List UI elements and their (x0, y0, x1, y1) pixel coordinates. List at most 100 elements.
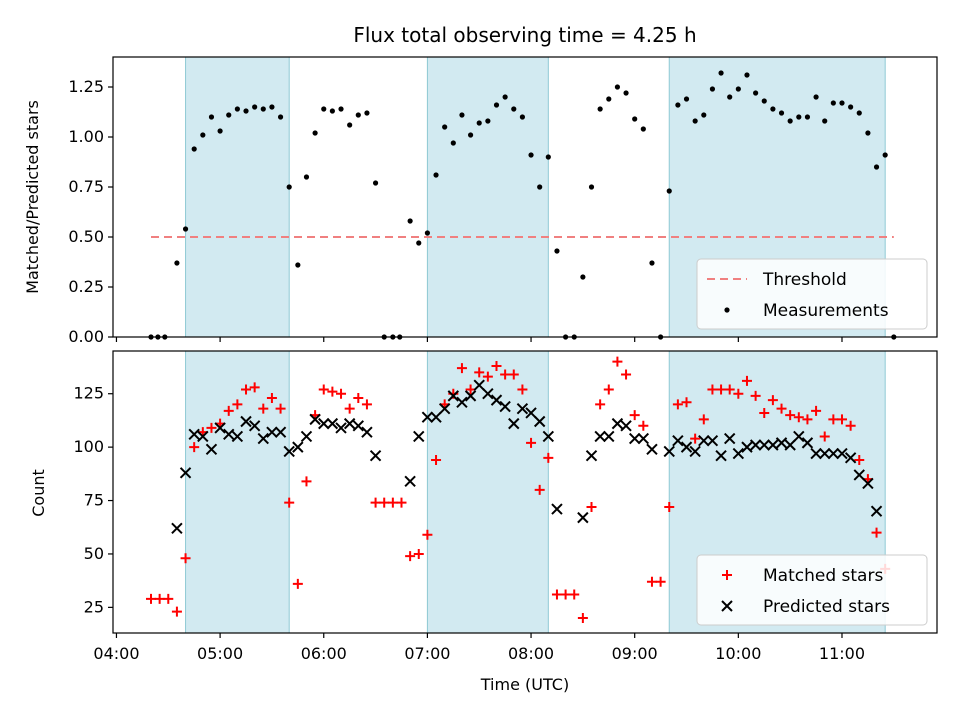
matched-star-point (526, 437, 537, 448)
predicted-star-point (672, 435, 684, 447)
measurement-point (580, 274, 586, 280)
matched-star-point (672, 399, 683, 410)
matched-star-point (569, 589, 580, 600)
x-tick-label: 11:00 (819, 644, 865, 663)
measurement-point (407, 218, 413, 224)
predicted-star-point (369, 449, 382, 462)
measurement-point (303, 174, 310, 180)
predicted-star-point (197, 430, 209, 443)
x-axis-label: Time (UTC) (480, 675, 569, 694)
measurement-point (312, 130, 318, 136)
predicted-star-point (723, 432, 736, 445)
shaded-interval-0 (185, 56, 290, 338)
predicted-star-point (318, 417, 330, 430)
matched-star-point (836, 414, 847, 425)
matched-star-point (681, 397, 692, 408)
matched-star-point (353, 393, 364, 403)
measurement-point (355, 112, 361, 118)
measurement-point (191, 146, 197, 152)
matched-star-point (361, 399, 372, 410)
measurement-point (735, 86, 741, 92)
measurement-point (338, 106, 344, 112)
predicted-star-point (508, 417, 520, 430)
predicted-star-point (844, 452, 857, 464)
matched-star-point (405, 551, 416, 562)
matched-star-point (413, 548, 424, 559)
matched-star-point (707, 384, 718, 395)
predicted-star-point (585, 449, 598, 462)
predicted-star-point (749, 439, 762, 451)
predicted-star-point (438, 402, 451, 415)
measurement-point (554, 248, 560, 254)
matched-star-point (482, 371, 493, 382)
matched-star-point (232, 399, 243, 410)
measurement-point (450, 140, 456, 146)
measurement-point (675, 102, 681, 108)
matched-star-point (638, 420, 649, 431)
matched-star-point (716, 384, 727, 395)
y-tick-label: 125 (73, 384, 104, 403)
predicted-star-point (870, 505, 883, 517)
matched-star-point (612, 356, 623, 367)
predicted-star-point (801, 437, 814, 449)
matched-star-point (595, 399, 606, 410)
predicted-star-point (784, 439, 796, 451)
matched-star-point (845, 420, 856, 431)
predicted-star-point (663, 445, 675, 458)
matched-star-point (629, 410, 640, 421)
measurement-point (226, 112, 232, 118)
legend-label: Threshold (762, 270, 847, 290)
matched-star-point (560, 589, 571, 600)
predicted-star-point (775, 437, 788, 449)
y-tick-label: 25 (84, 597, 104, 616)
predicted-star-point (637, 432, 650, 445)
measurement-point (476, 120, 482, 126)
measurement-point (822, 118, 828, 124)
matched-star-point (603, 384, 614, 395)
measurement-point (796, 114, 802, 120)
matched-star-point (655, 576, 666, 587)
measurement-point (467, 132, 474, 138)
measurement-point (727, 94, 733, 100)
predicted-star-point (188, 428, 200, 441)
matched-star-point (767, 395, 778, 406)
predicted-star-point (171, 522, 183, 535)
predicted-star-point (680, 441, 693, 453)
matched-star-point (431, 454, 442, 465)
measurement-point (597, 106, 603, 112)
matched-star-point (163, 593, 174, 604)
predicted-star-point (205, 443, 218, 455)
matched-star-point (189, 442, 200, 453)
measurement-point (614, 84, 621, 90)
measurement-point (588, 184, 595, 190)
shaded-interval-0 (185, 350, 290, 634)
predicted-star-point (274, 426, 287, 438)
measurement-point (485, 118, 491, 124)
predicted-star-point (758, 439, 770, 451)
matched-star-point (422, 529, 433, 540)
legend-label: Predicted stars (763, 597, 890, 617)
measurement-point (666, 188, 672, 194)
matched-star-point (741, 375, 752, 386)
y-axis-label: Matched/Predicted stars (23, 100, 42, 294)
predicted-star-point (577, 511, 589, 524)
matched-star-point (698, 414, 709, 425)
predicted-star-point (542, 430, 555, 443)
predicted-star-point (603, 430, 615, 443)
predicted-star-point (240, 415, 252, 428)
predicted-star-point (292, 441, 304, 453)
measurement-point (442, 124, 448, 130)
predicted-star-point (646, 443, 658, 455)
predicted-star-point (533, 415, 546, 428)
measurement-point (813, 94, 819, 100)
predicted-star-point (767, 439, 779, 451)
predicted-star-point (473, 379, 485, 391)
x-tick-label: 08:00 (508, 644, 554, 663)
x-tick-label: 06:00 (301, 644, 347, 663)
measurement-point (174, 260, 180, 266)
matched-star-point (551, 589, 562, 600)
legend-label: Matched stars (763, 566, 883, 586)
matched-star-point (517, 384, 528, 395)
measurement-point (519, 114, 526, 120)
measurement-point (882, 152, 888, 158)
